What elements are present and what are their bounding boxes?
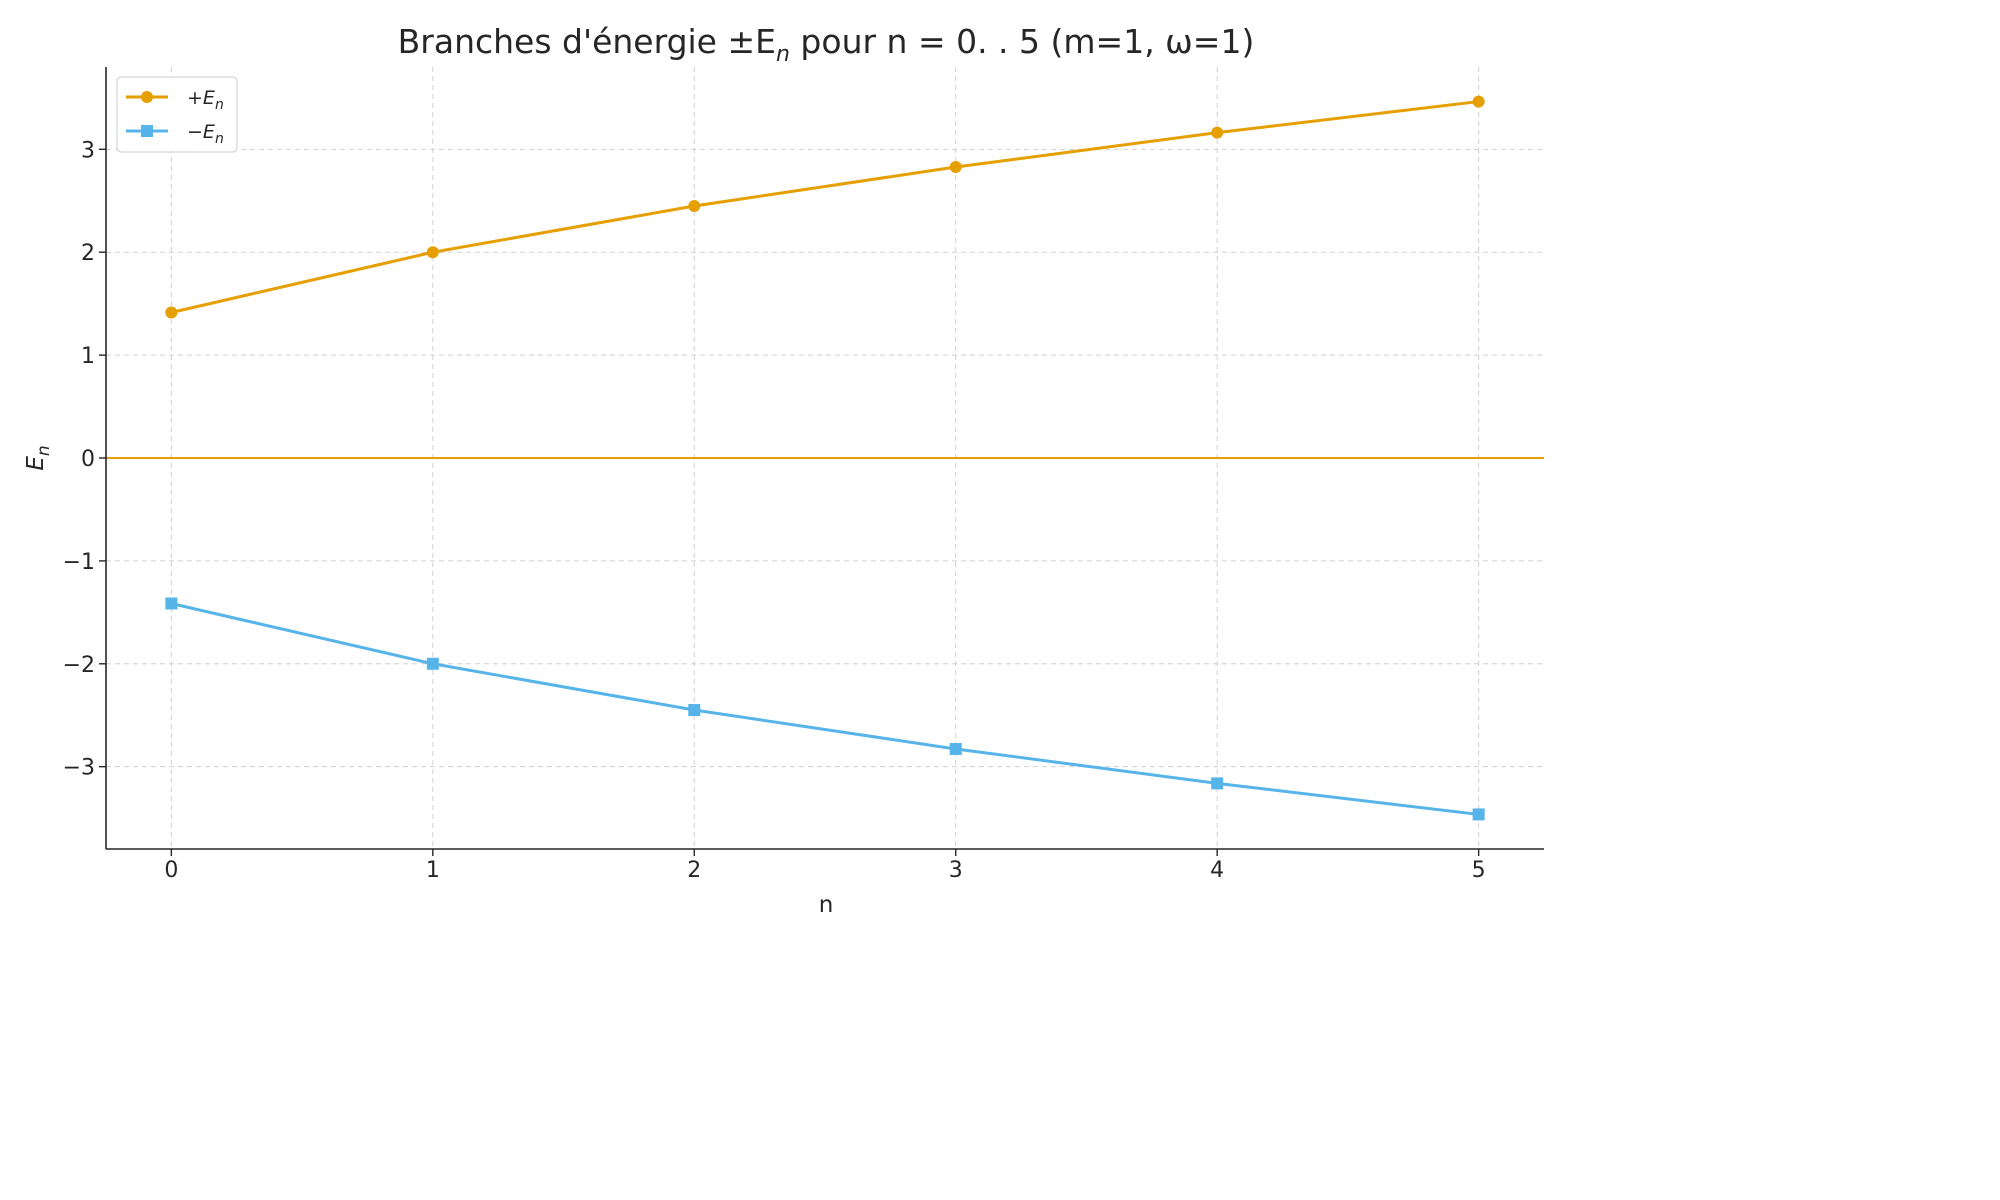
x-tick-label: 2 — [687, 858, 701, 883]
y-tick-label: −3 — [63, 756, 95, 781]
y-axis-label: En — [23, 445, 54, 470]
y-tick-label: 2 — [81, 241, 95, 266]
data-point-1 — [949, 742, 962, 755]
y-tick-label: −2 — [63, 653, 95, 678]
legend-label-minus: −En — [187, 121, 224, 147]
y-tick-label: −1 — [63, 550, 95, 575]
x-tick-label: 1 — [426, 858, 440, 883]
x-tick-label: 4 — [1210, 858, 1224, 883]
data-point-0 — [1472, 95, 1485, 108]
data-point-1 — [688, 703, 701, 716]
series-line-1 — [171, 602, 1479, 816]
tick-labels: 0 1 2 3 4 5 −3 −2 −1 0 1 2 3 — [63, 138, 1486, 883]
x-tick-label: 0 — [164, 858, 178, 883]
data-point-0 — [426, 246, 439, 259]
x-tick-label: 5 — [1472, 858, 1486, 883]
chart-title: Branches d'énergie ±En pour n = 0. . 5 (… — [398, 22, 1255, 67]
x-axis-label: n — [819, 892, 834, 918]
legend-marker-plus — [141, 91, 153, 103]
chart: 0 1 2 3 4 5 −3 −2 −1 0 1 2 3 Branches d'énergie ±En … — [23, 22, 1544, 918]
y-tick-label: 3 — [81, 138, 95, 163]
legend: +En −En — [116, 76, 238, 153]
data-point-0 — [688, 200, 701, 213]
plot-series — [165, 95, 1485, 821]
data-point-0 — [949, 161, 962, 174]
legend-label-plus: +En — [187, 87, 224, 113]
data-point-0 — [1211, 126, 1224, 139]
data-point-1 — [165, 597, 178, 610]
data-point-0 — [165, 306, 178, 319]
y-tick-label: 1 — [81, 344, 95, 369]
data-point-1 — [1211, 777, 1224, 790]
x-tick-label: 3 — [949, 858, 963, 883]
data-point-1 — [1472, 808, 1485, 821]
data-point-1 — [426, 657, 439, 670]
series-line-0 — [171, 100, 1479, 314]
legend-marker-minus — [141, 125, 153, 137]
y-tick-label: 0 — [81, 447, 95, 472]
axes — [99, 67, 1544, 856]
